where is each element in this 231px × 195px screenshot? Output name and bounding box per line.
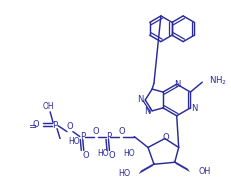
Text: HO: HO	[118, 169, 130, 178]
Polygon shape	[139, 163, 154, 174]
Text: N: N	[143, 107, 150, 116]
Text: HO: HO	[123, 149, 134, 158]
Text: OH: OH	[198, 167, 210, 176]
Text: O: O	[92, 127, 98, 136]
Text: P: P	[52, 121, 57, 130]
Text: NH$_2$: NH$_2$	[208, 75, 226, 87]
Text: O: O	[108, 151, 114, 160]
Text: P: P	[80, 132, 85, 141]
Text: O: O	[66, 122, 73, 131]
Text: =: =	[29, 122, 37, 132]
Text: N: N	[137, 96, 143, 105]
Text: OH: OH	[42, 102, 54, 111]
Text: P: P	[106, 132, 111, 141]
Text: HO: HO	[97, 149, 109, 158]
Polygon shape	[173, 161, 189, 172]
Text: N: N	[190, 104, 197, 113]
Text: O: O	[33, 120, 40, 129]
Text: O: O	[82, 151, 89, 160]
Text: N: N	[174, 80, 180, 89]
Text: O: O	[118, 127, 124, 136]
Text: HO: HO	[68, 137, 79, 146]
Text: O: O	[162, 133, 168, 142]
